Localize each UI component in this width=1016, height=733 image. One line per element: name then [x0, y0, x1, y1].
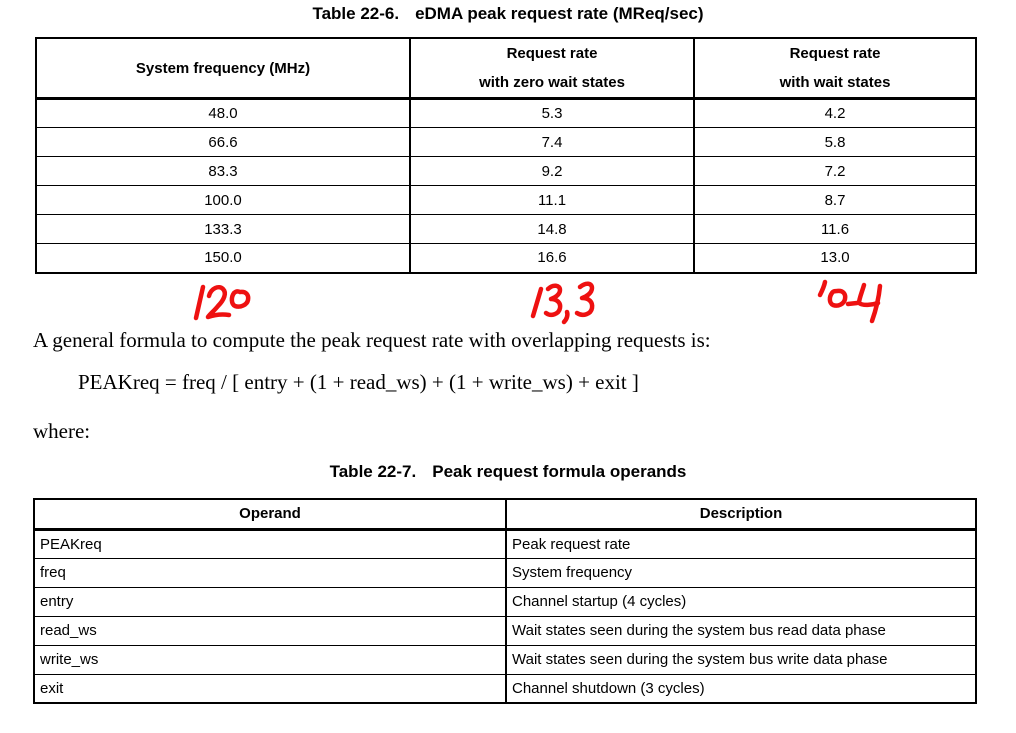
table2-col-header-description: Description — [505, 498, 977, 531]
table-row: PEAKreq Peak request rate — [33, 528, 977, 559]
cell-description: Peak request rate — [505, 528, 977, 559]
cell-operand: exit — [33, 673, 507, 704]
cell-frequency: 48.0 — [35, 98, 411, 128]
formula-operands-table: Operand Description PEAKreq Peak request… — [33, 498, 977, 704]
cell-frequency: 66.6 — [35, 127, 411, 157]
table-row: 150.0 16.6 13.0 — [35, 243, 977, 273]
handwritten-annotation-10-4 — [817, 279, 883, 324]
edma-peak-request-rate-table: System frequency (MHz) Request rate with… — [35, 37, 977, 274]
table2-col-header-operand: Operand — [33, 498, 507, 531]
cell-rate-zero-ws: 16.6 — [409, 243, 695, 273]
table-row: freq System frequency — [33, 557, 977, 588]
cell-rate-zero-ws: 11.1 — [409, 185, 695, 215]
table-row: entry Channel startup (4 cycles) — [33, 586, 977, 617]
table-row: 48.0 5.3 4.2 — [35, 98, 977, 128]
cell-description: Wait states seen during the system bus w… — [505, 644, 977, 675]
cell-operand: entry — [33, 586, 507, 617]
table-row: 66.6 7.4 5.8 — [35, 127, 977, 157]
cell-rate-ws: 5.8 — [693, 127, 977, 157]
header-line: with zero wait states — [479, 74, 625, 91]
cell-operand: freq — [33, 557, 507, 588]
table-row: 83.3 9.2 7.2 — [35, 156, 977, 186]
cell-description: Channel startup (4 cycles) — [505, 586, 977, 617]
table1-header-row: System frequency (MHz) Request rate with… — [35, 37, 977, 100]
cell-rate-zero-ws: 5.3 — [409, 98, 695, 128]
table1-caption-label: Table 22-6. — [312, 4, 400, 23]
cell-rate-ws: 7.2 — [693, 156, 977, 186]
table-row: 133.3 14.8 11.6 — [35, 214, 977, 244]
table2-caption-label: Table 22-7. — [329, 462, 417, 481]
cell-rate-ws: 11.6 — [693, 214, 977, 244]
cell-description: Wait states seen during the system bus r… — [505, 615, 977, 646]
formula-text: PEAKreq = freq / [ entry + (1 + read_ws)… — [78, 370, 639, 394]
cell-description: System frequency — [505, 557, 977, 588]
header-line: Request rate — [789, 45, 881, 62]
cell-rate-zero-ws: 7.4 — [409, 127, 695, 157]
cell-rate-ws: 4.2 — [693, 98, 977, 128]
cell-frequency: 133.3 — [35, 214, 411, 244]
cell-rate-zero-ws: 14.8 — [409, 214, 695, 244]
table-row: write_ws Wait states seen during the sys… — [33, 644, 977, 675]
cell-operand: PEAKreq — [33, 528, 507, 559]
cell-operand: read_ws — [33, 615, 507, 646]
cell-description: Channel shutdown (3 cycles) — [505, 673, 977, 704]
where-label: where: — [33, 419, 91, 443]
handwritten-annotation-120 — [193, 284, 251, 321]
header-line: with wait states — [779, 74, 891, 91]
table-row: read_ws Wait states seen during the syst… — [33, 615, 977, 646]
table1-col-header-wait: Request rate with wait states — [693, 37, 977, 100]
cell-rate-ws: 8.7 — [693, 185, 977, 215]
cell-frequency: 83.3 — [35, 156, 411, 186]
header-line: Request rate — [506, 45, 598, 62]
cell-operand: write_ws — [33, 644, 507, 675]
table-row: 100.0 11.1 8.7 — [35, 185, 977, 215]
table2-header-row: Operand Description — [33, 498, 977, 531]
table-row: exit Channel shutdown (3 cycles) — [33, 673, 977, 704]
table1-caption: Table 22-6. eDMA peak request rate (MReq/… — [0, 4, 1016, 24]
paragraph-text: A general formula to compute the peak re… — [33, 328, 711, 352]
cell-rate-zero-ws: 9.2 — [409, 156, 695, 186]
table2-caption: Table 22-7. Peak request formula operands — [0, 462, 1016, 482]
cell-frequency: 150.0 — [35, 243, 411, 273]
header-line: System frequency (MHz) — [135, 59, 311, 77]
table2-caption-title: Peak request formula operands — [432, 462, 687, 481]
cell-rate-ws: 13.0 — [693, 243, 977, 273]
table1-col-header-frequency: System frequency (MHz) — [35, 37, 411, 100]
table1-caption-title: eDMA peak request rate (MReq/sec) — [415, 4, 704, 23]
table1-col-header-zero-wait: Request rate with zero wait states — [409, 37, 695, 100]
cell-frequency: 100.0 — [35, 185, 411, 215]
handwritten-annotation-13-3 — [530, 281, 595, 325]
